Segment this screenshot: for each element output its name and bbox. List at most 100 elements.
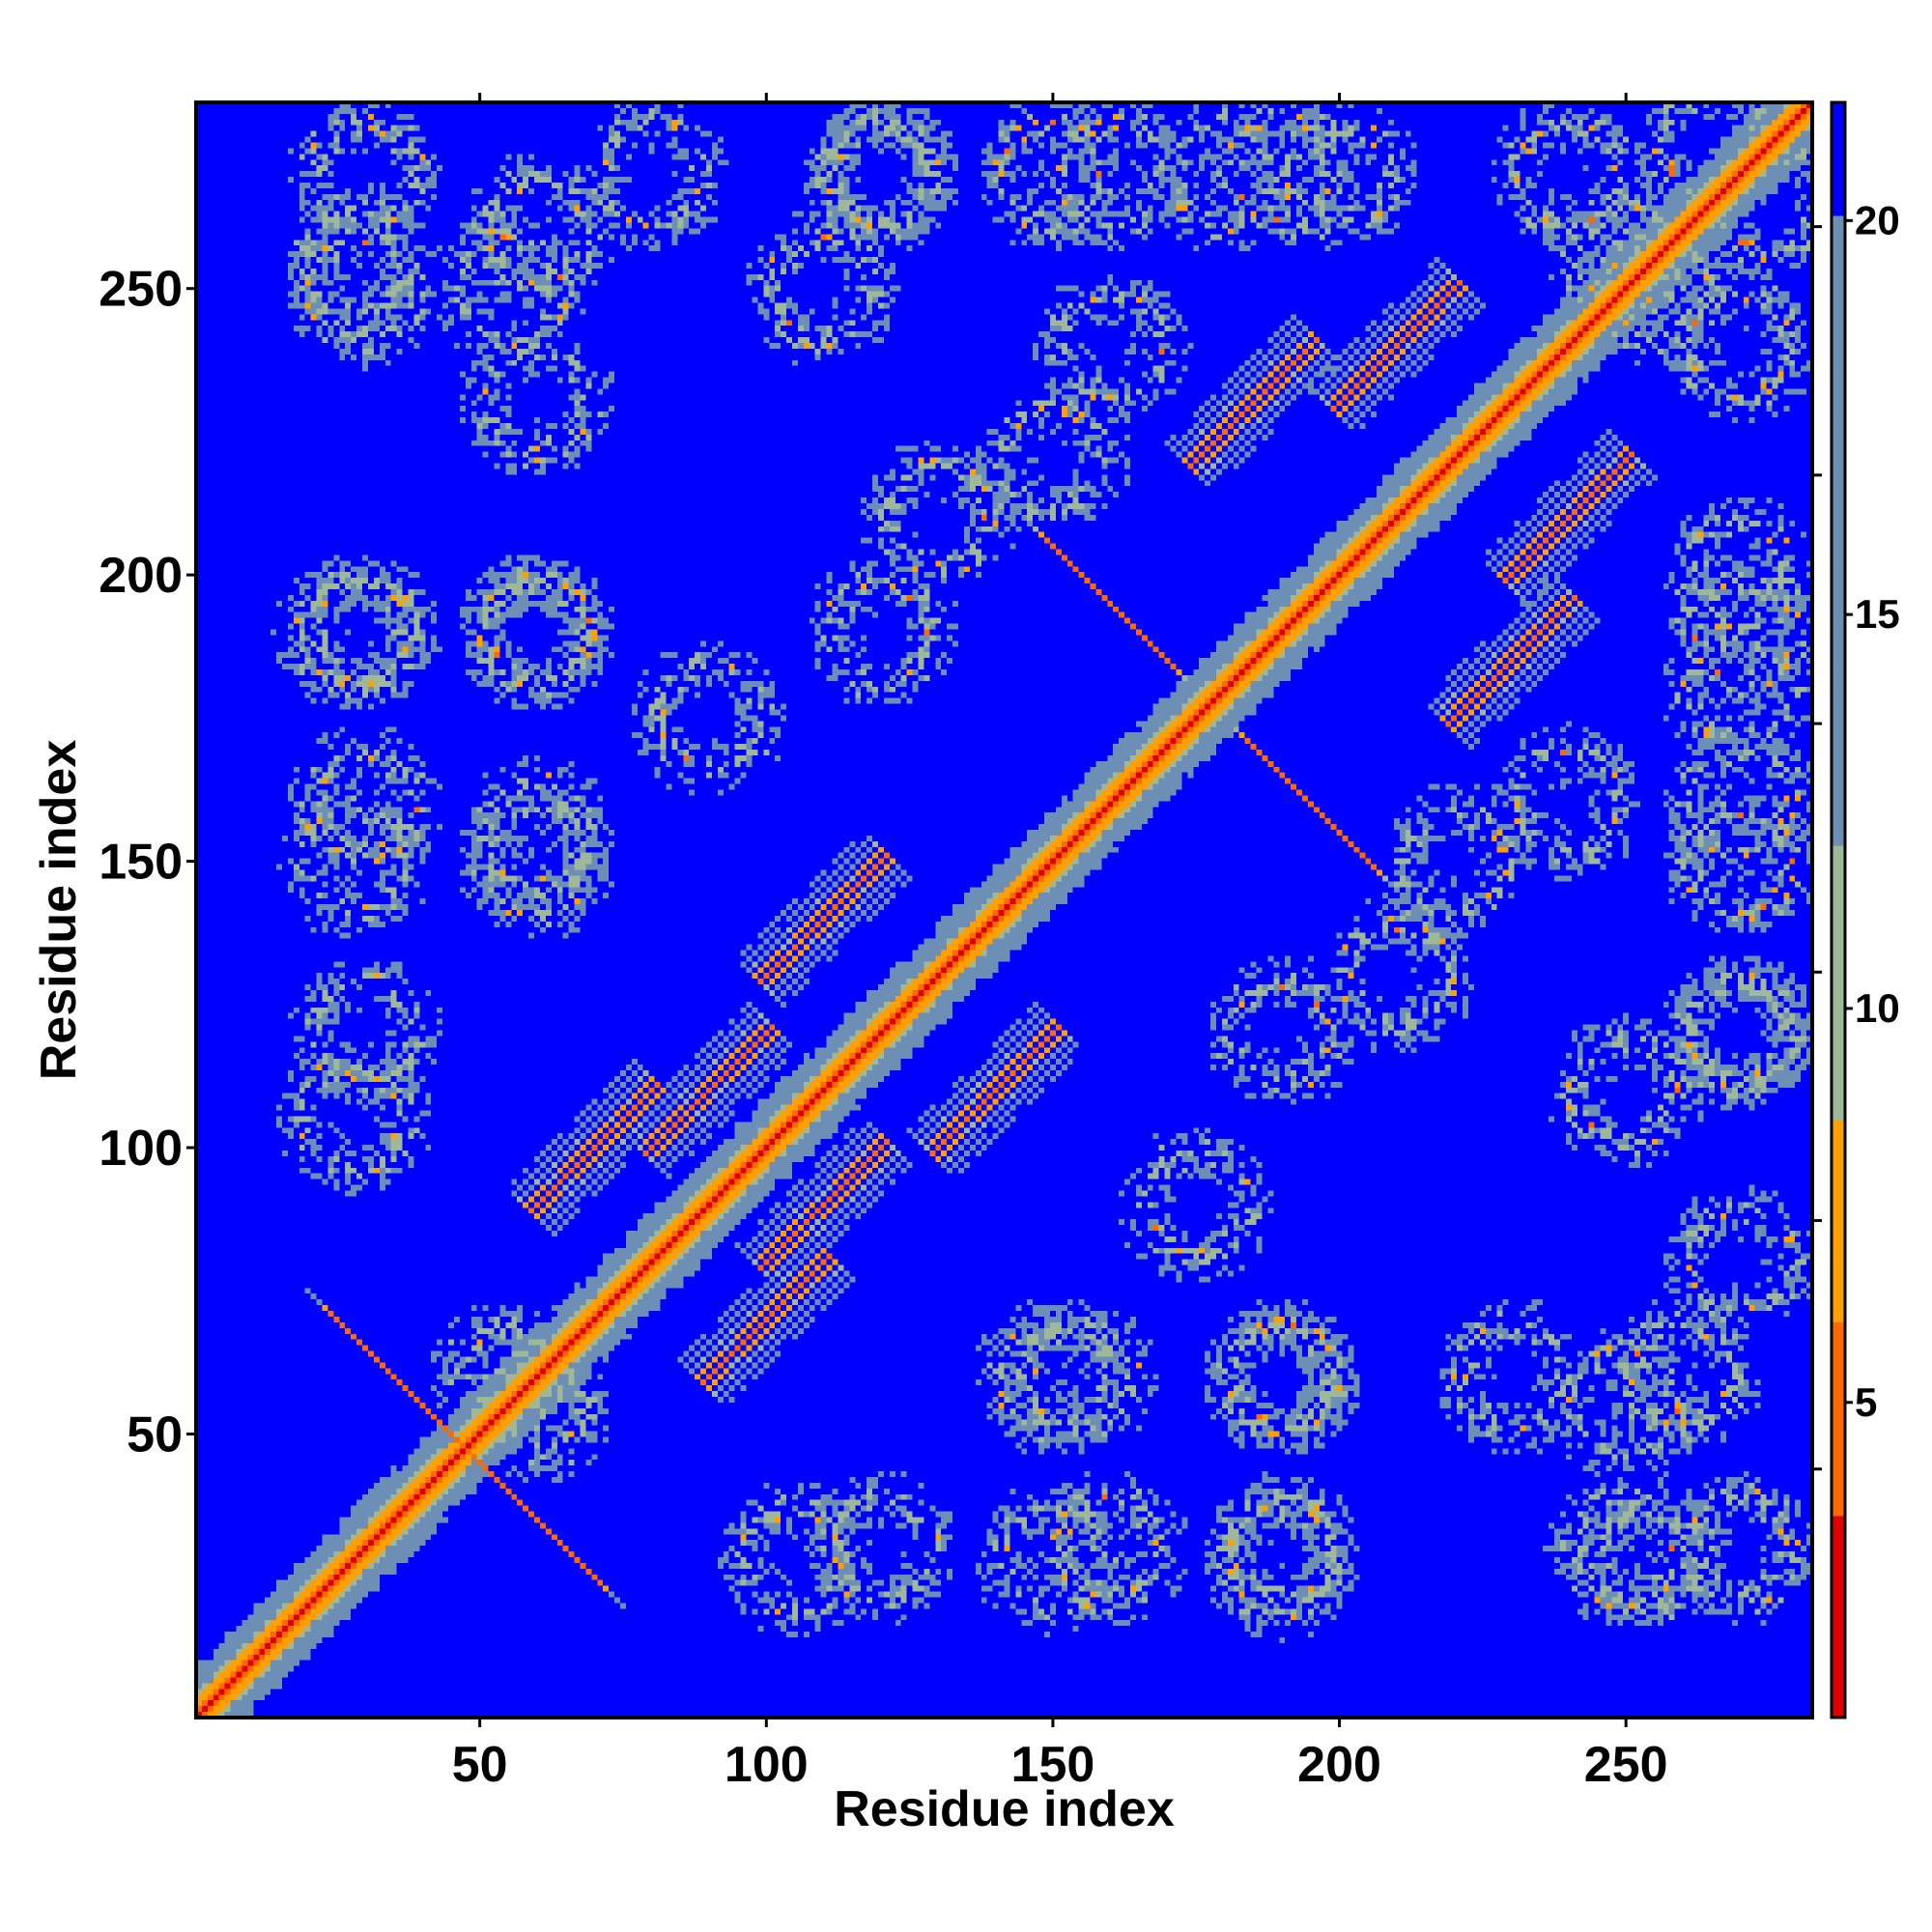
colorbar-segment <box>1832 1507 1845 1517</box>
colorbar-segment <box>1832 1572 1845 1581</box>
colorbar-segment <box>1832 441 1845 450</box>
colorbar-segment <box>1832 1103 1845 1113</box>
colorbar-segment <box>1832 805 1845 814</box>
colorbar-segment <box>1832 466 1845 475</box>
colorbar-segment <box>1832 207 1845 216</box>
colorbar-segment <box>1832 781 1845 790</box>
colorbar-segment <box>1832 659 1845 668</box>
colorbar-segment <box>1832 312 1845 322</box>
colorbar-segment <box>1832 877 1845 887</box>
colorbar-segment <box>1832 837 1845 846</box>
x-tick-label: 250 <box>1584 1737 1668 1793</box>
colorbar-segment <box>1832 958 1845 968</box>
colorbar-segment <box>1832 1176 1845 1185</box>
colorbar-segment <box>1832 425 1845 435</box>
colorbar-segment <box>1832 1483 1845 1492</box>
colorbar-segment <box>1832 1273 1845 1283</box>
colorbar-segment <box>1832 1240 1845 1250</box>
colorbar-segment <box>1832 231 1845 241</box>
colorbar-segment <box>1832 538 1845 548</box>
colorbar-segment <box>1832 1168 1845 1178</box>
colorbar-segment <box>1832 449 1845 459</box>
colorbar-segment <box>1832 514 1845 524</box>
colorbar-segment <box>1832 1297 1845 1307</box>
colorbar-segment <box>1832 199 1845 209</box>
colorbar-segment <box>1832 215 1845 224</box>
colorbar-segment <box>1832 966 1845 976</box>
colorbar-segment <box>1832 142 1845 152</box>
colorbar-segment <box>1832 1047 1845 1056</box>
colorbar-segment <box>1832 1346 1845 1355</box>
colorbar-segment <box>1832 829 1845 838</box>
colorbar-segment <box>1832 627 1845 637</box>
colorbar-segment <box>1832 1233 1845 1242</box>
colorbar-segment <box>1832 353 1845 362</box>
colorbar-segment <box>1832 1410 1845 1420</box>
colorbar-segment <box>1832 1644 1845 1654</box>
colorbar-segment <box>1832 950 1845 959</box>
colorbar-segment <box>1832 344 1845 354</box>
colorbar-segment <box>1832 1579 1845 1589</box>
colorbar-segment <box>1832 1353 1845 1363</box>
colorbar-segment <box>1832 861 1845 870</box>
colorbar-segment <box>1832 668 1845 677</box>
colorbar-segment <box>1832 611 1845 620</box>
colorbar-segment <box>1832 1144 1845 1153</box>
colorbar-segment <box>1832 796 1845 806</box>
colorbar-segment <box>1832 118 1845 128</box>
colorbar-segment <box>1832 1394 1845 1404</box>
colorbar-segment <box>1832 1338 1845 1347</box>
colorbar-segment <box>1832 392 1845 402</box>
colorbar: 5 10 15 20 <box>1812 100 1900 1719</box>
colorbar-segment <box>1832 1014 1845 1024</box>
colorbar-segment <box>1832 1564 1845 1574</box>
colorbar-segment <box>1832 1079 1845 1089</box>
colorbar-segment <box>1832 740 1845 750</box>
colorbar-segment <box>1832 546 1845 555</box>
colorbar-segment <box>1832 1378 1845 1387</box>
colorbar-segment <box>1832 247 1845 257</box>
colorbar-segment <box>1832 1555 1845 1565</box>
colorbar-segment <box>1832 530 1845 539</box>
colorbar-tick-label: 20 <box>1855 197 1900 242</box>
colorbar-segment <box>1832 328 1845 337</box>
colorbar-segment <box>1832 974 1845 983</box>
colorbar-segment <box>1832 821 1845 830</box>
colorbar-segment <box>1832 1095 1845 1105</box>
colorbar-segment <box>1832 506 1845 515</box>
colorbar-tick-label: 10 <box>1855 985 1900 1031</box>
colorbar-segment <box>1832 1701 1845 1711</box>
colorbar-segment <box>1832 481 1845 491</box>
colorbar-segment <box>1832 151 1845 160</box>
colorbar-segment <box>1832 522 1845 531</box>
colorbar-segment <box>1832 1685 1845 1694</box>
colorbar-segment <box>1832 1475 1845 1485</box>
heatmap-image <box>196 102 1812 1718</box>
colorbar-segment <box>1832 336 1845 346</box>
colorbar-segment <box>1832 788 1845 798</box>
colorbar-segment <box>1832 635 1845 644</box>
x-tick-label: 100 <box>724 1737 809 1793</box>
colorbar-segment <box>1832 1038 1845 1048</box>
colorbar-segment <box>1832 384 1845 394</box>
colorbar-segment <box>1832 1435 1845 1444</box>
x-axis: 50 100 150 200 250 <box>452 93 1668 1793</box>
y-tick-label: 150 <box>99 835 183 891</box>
colorbar-tick-label: 5 <box>1855 1379 1877 1425</box>
colorbar-segment <box>1832 1402 1845 1411</box>
colorbar-segment <box>1832 942 1845 952</box>
colorbar-segment <box>1832 473 1845 483</box>
colorbar-segment <box>1832 716 1845 725</box>
colorbar-segment <box>1832 1661 1845 1670</box>
colorbar-segment <box>1832 1120 1845 1129</box>
colorbar-segment <box>1832 918 1845 927</box>
colorbar-segment <box>1832 417 1845 426</box>
colorbar-segment <box>1832 1127 1845 1137</box>
colorbar-segment <box>1832 643 1845 652</box>
colorbar-segment <box>1832 594 1845 604</box>
colorbar-segment <box>1832 1216 1845 1226</box>
colorbar-segment <box>1832 869 1845 879</box>
colorbar-segment <box>1832 304 1845 313</box>
colorbar-segment <box>1832 748 1845 757</box>
colorbar-segment <box>1832 1491 1845 1500</box>
